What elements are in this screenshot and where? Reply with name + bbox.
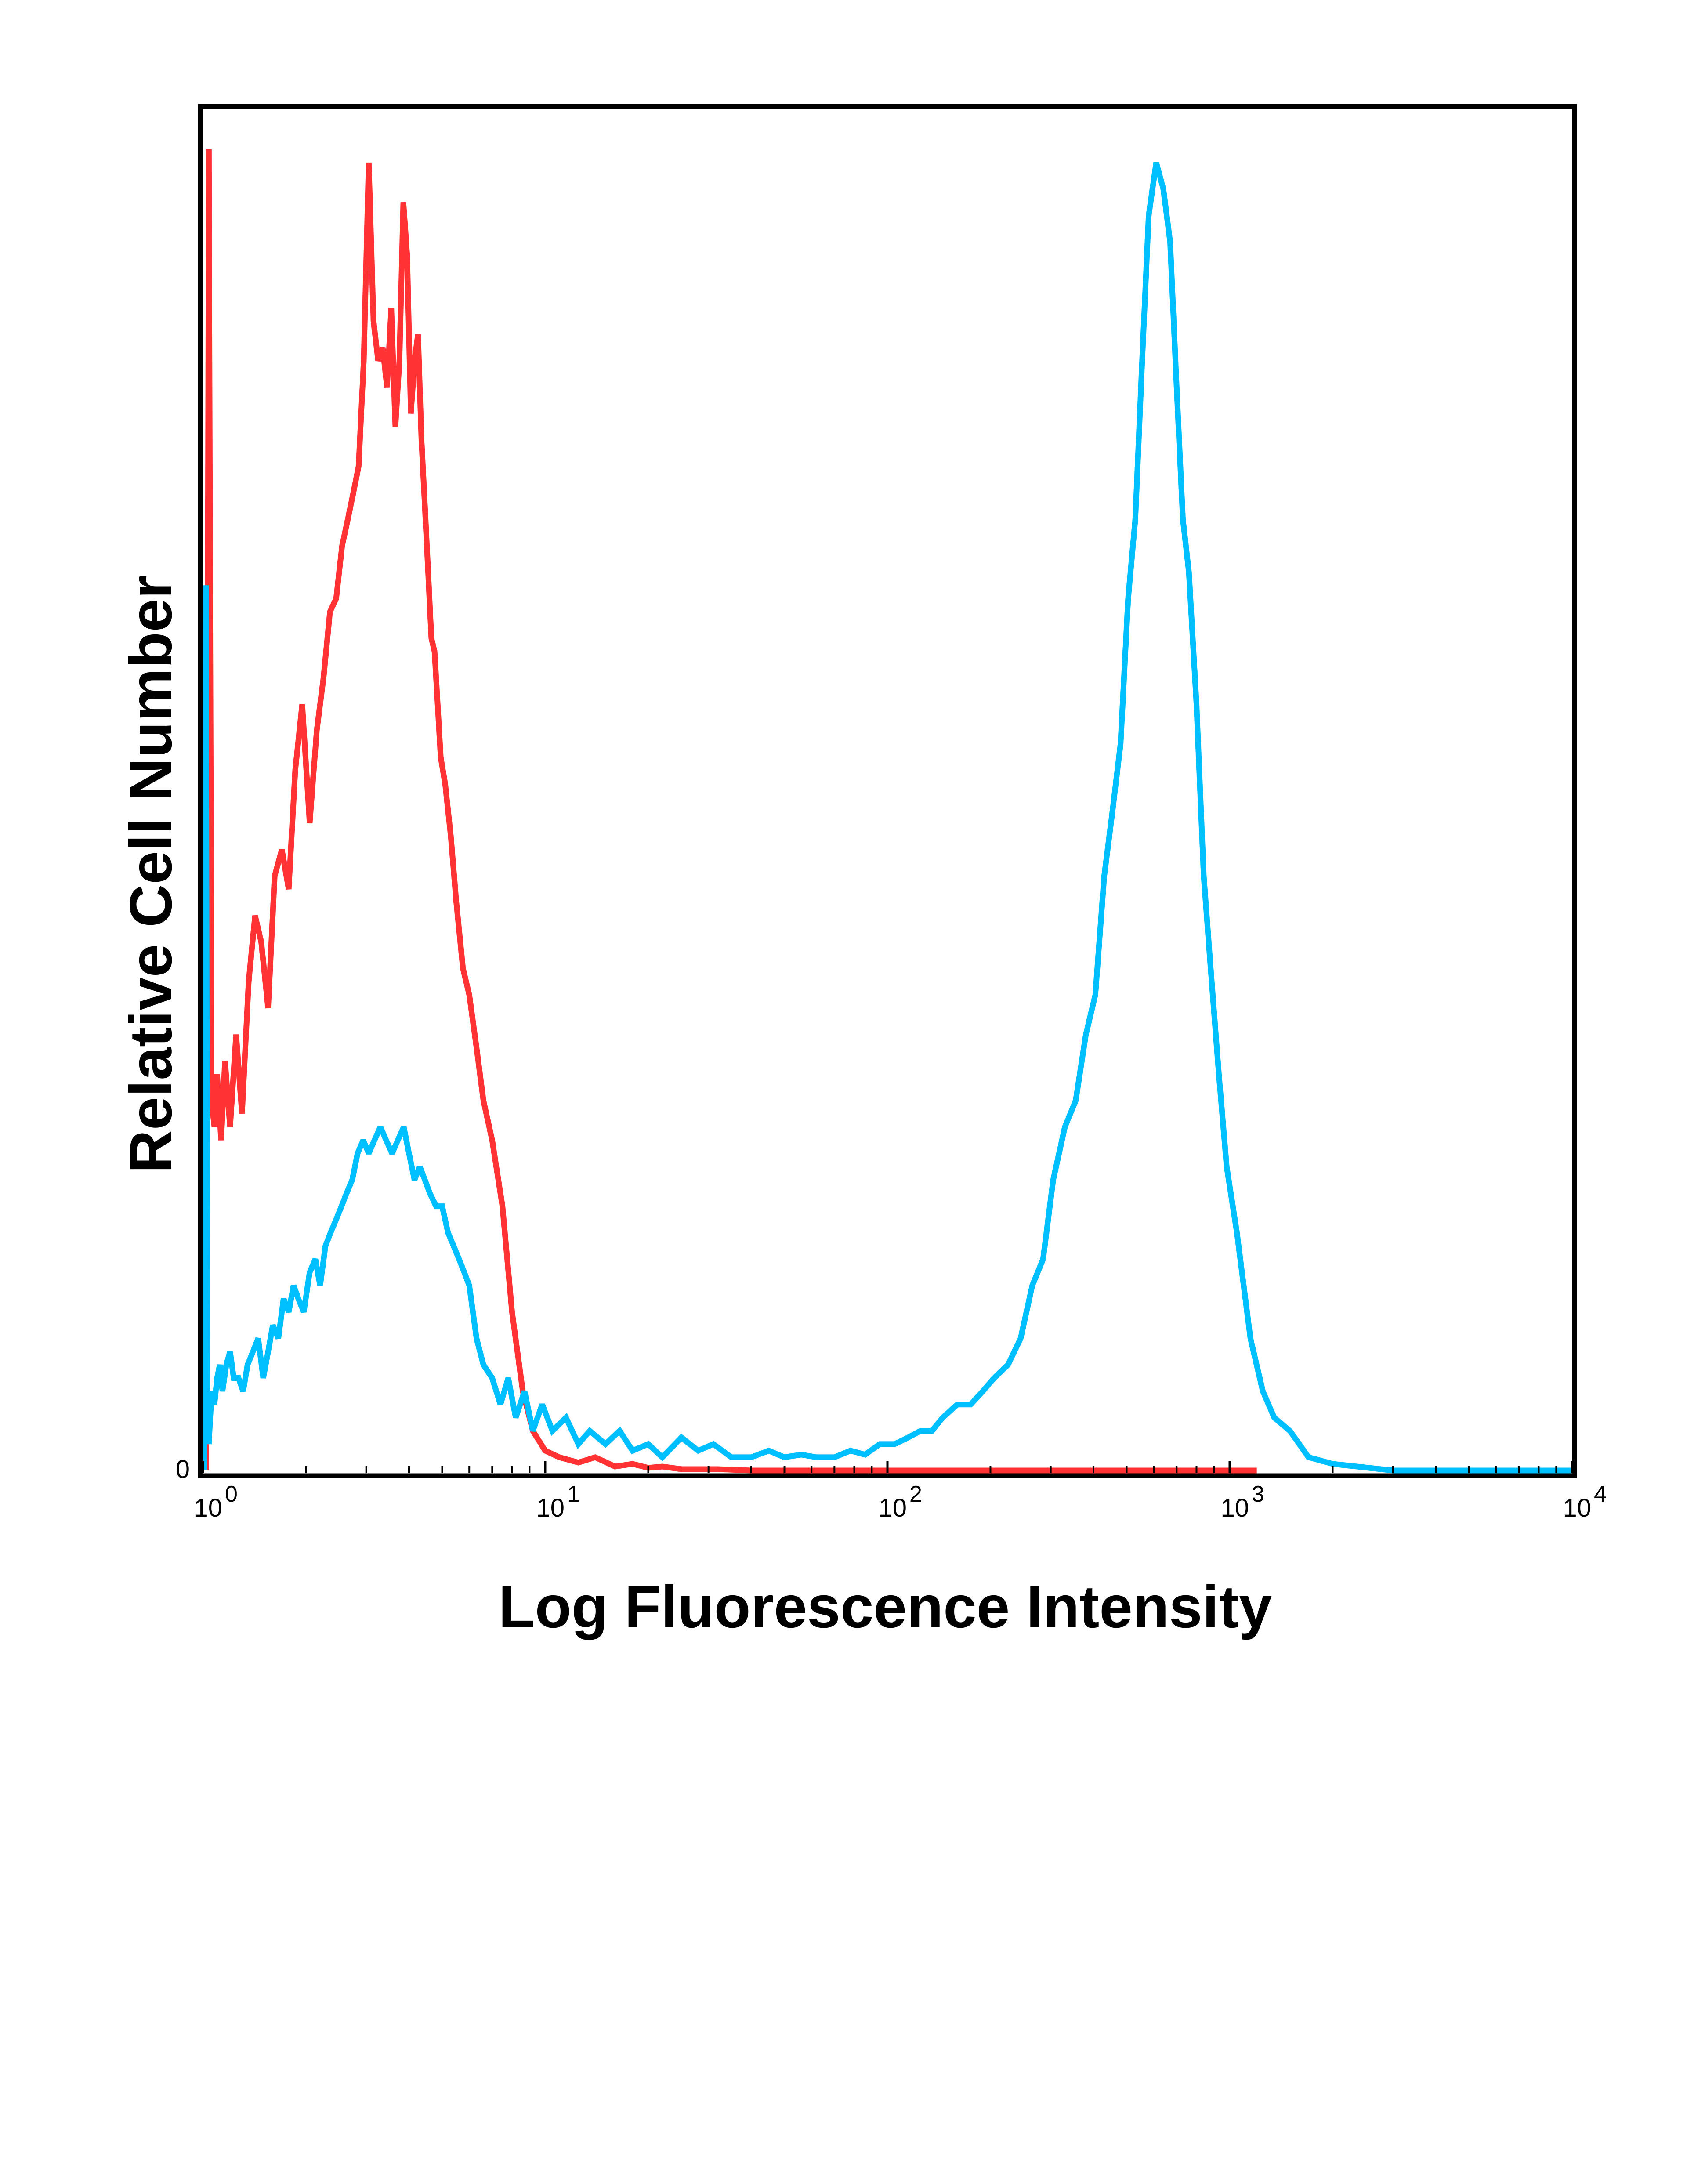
- tick-labels: 10 0 10 1 10 2 10 3 10 4: [194, 1481, 1606, 1522]
- plot-frame: [198, 104, 1577, 1478]
- x-tick-label-base: 10: [878, 1494, 907, 1522]
- x-tick-label: 10 0: [194, 1481, 237, 1522]
- x-tick-label: 10 2: [878, 1481, 922, 1522]
- series-layer: [201, 149, 1572, 1474]
- x-tick-label: 10 3: [1220, 1481, 1264, 1522]
- x-tick-label-exponent: 0: [225, 1481, 238, 1507]
- x-axis-title: Log Fluorescence Intensity: [499, 1573, 1272, 1640]
- x-tick-label-exponent: 3: [1252, 1481, 1264, 1507]
- x-tick-label-base: 10: [536, 1494, 565, 1522]
- x-tick-label-exponent: 2: [909, 1481, 922, 1507]
- histogram-series-2: [201, 162, 1572, 1474]
- y-axis-title: Relative Cell Number: [117, 576, 184, 1173]
- histogram-series-1: [203, 149, 1257, 1474]
- x-tick-label-exponent: 1: [567, 1481, 580, 1507]
- x-tick-label-base: 10: [1220, 1494, 1249, 1522]
- x-tick-label-base: 10: [1563, 1494, 1591, 1522]
- y-tick-label-zero: 0: [176, 1455, 190, 1484]
- x-tick-label-base: 10: [194, 1494, 222, 1522]
- x-tick-label: 10 4: [1563, 1481, 1606, 1522]
- x-tick-label: 10 1: [536, 1481, 579, 1522]
- tick-marks: [202, 1461, 1573, 1473]
- x-tick-label-exponent: 4: [1594, 1481, 1607, 1507]
